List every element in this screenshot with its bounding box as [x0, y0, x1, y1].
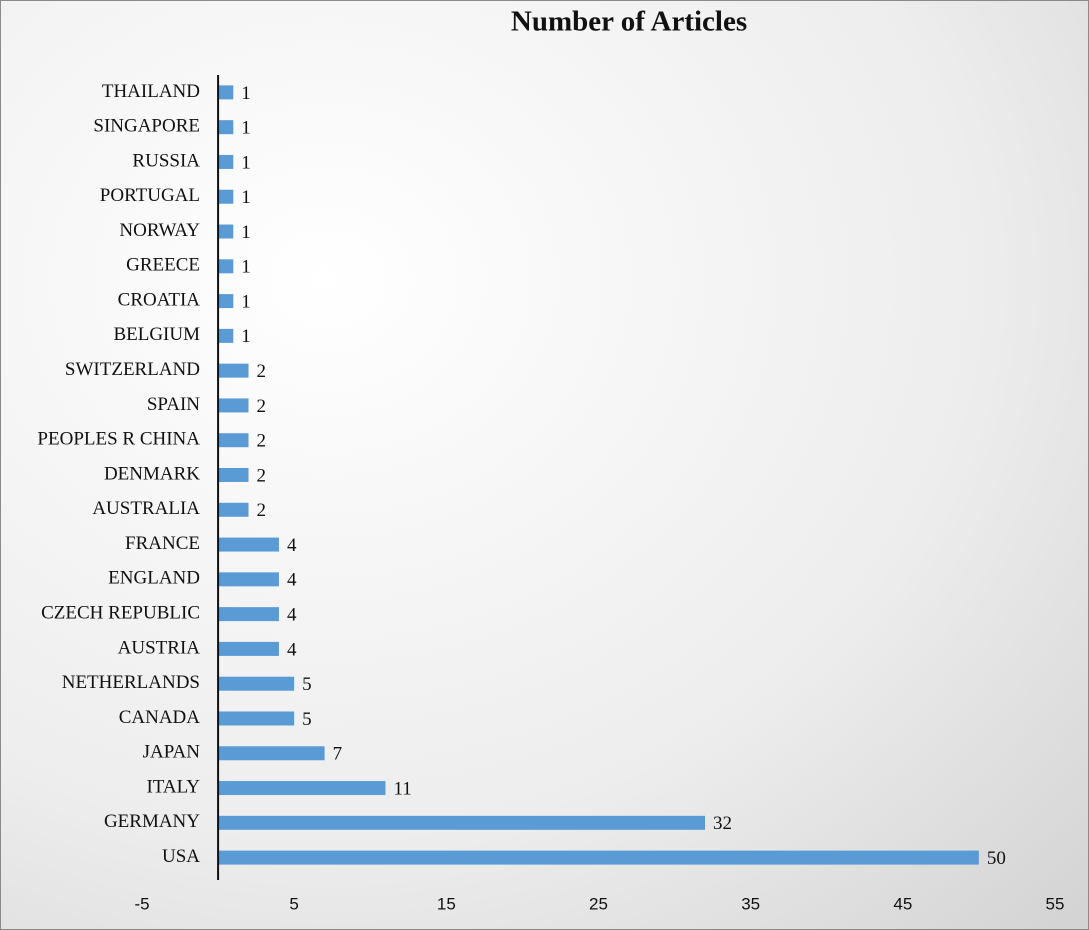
y-tick-label: BELGIUM — [113, 324, 200, 345]
y-tick-label: PEOPLES R CHINA — [37, 429, 200, 450]
value-label: 1 — [241, 83, 251, 104]
value-label: 5 — [302, 674, 312, 695]
bar — [218, 294, 234, 309]
bar — [218, 433, 249, 448]
x-tick-label: 45 — [893, 894, 912, 913]
bar — [218, 746, 325, 761]
bar — [218, 676, 295, 691]
y-tick-label: THAILAND — [102, 81, 200, 102]
bar — [218, 468, 249, 482]
bar — [218, 224, 234, 239]
bar — [218, 607, 279, 622]
value-label: 1 — [241, 291, 251, 312]
value-label: 1 — [241, 187, 251, 208]
bar — [218, 154, 234, 169]
value-label: 4 — [287, 604, 297, 625]
y-tick-label: CROATIA — [118, 289, 201, 310]
value-label: 2 — [257, 431, 267, 452]
y-tick-label: SINGAPORE — [93, 116, 200, 137]
bar — [218, 711, 295, 726]
y-tick-label: AUSTRIA — [118, 637, 201, 658]
bar — [218, 502, 249, 517]
bar — [218, 815, 706, 830]
x-tick-label: 25 — [589, 894, 608, 913]
value-label: 2 — [257, 396, 267, 417]
bar — [218, 259, 234, 274]
value-label: 2 — [257, 465, 267, 486]
y-tick-label: SWITZERLAND — [65, 359, 200, 380]
y-tick-label: PORTUGAL — [100, 185, 200, 206]
value-label: 4 — [287, 639, 297, 660]
bar — [218, 328, 234, 343]
y-tick-label: SPAIN — [147, 394, 200, 415]
x-tick-label: 5 — [289, 894, 298, 913]
bar — [218, 850, 979, 865]
y-tick-label: NETHERLANDS — [62, 672, 200, 693]
x-tick-label: 15 — [437, 894, 456, 913]
value-label: 1 — [241, 222, 251, 243]
bar — [218, 398, 249, 413]
x-tick-label: -5 — [134, 894, 149, 913]
bar — [218, 363, 249, 378]
y-tick-label: GREECE — [126, 255, 200, 276]
y-tick-label: GERMANY — [104, 811, 200, 832]
y-tick-label: CZECH REPUBLIC — [41, 602, 200, 623]
y-tick-label: USA — [162, 846, 200, 867]
bar — [218, 572, 279, 587]
value-label: 1 — [241, 118, 251, 139]
bar — [218, 781, 386, 796]
y-tick-label: AUSTRALIA — [92, 498, 200, 519]
value-label: 2 — [257, 500, 267, 521]
y-tick-label: ITALY — [146, 776, 200, 797]
value-label: 4 — [287, 570, 297, 591]
value-label: 1 — [241, 326, 251, 347]
y-tick-label: NORWAY — [119, 220, 200, 241]
value-label: 11 — [393, 778, 411, 799]
bar — [218, 537, 279, 552]
bar — [218, 189, 234, 204]
value-label: 50 — [987, 848, 1006, 869]
chart-title: Number of Articles — [511, 6, 747, 38]
value-label: 5 — [302, 709, 312, 730]
bar — [218, 641, 279, 656]
x-tick-label: 55 — [1046, 894, 1065, 913]
y-tick-label: DENMARK — [104, 463, 200, 484]
y-tick-label: CANADA — [119, 707, 201, 728]
x-tick-label: 35 — [741, 894, 760, 913]
y-tick-label: ENGLAND — [108, 568, 200, 589]
y-tick-label: JAPAN — [143, 742, 201, 763]
y-tick-label: FRANCE — [125, 533, 200, 554]
value-label: 4 — [287, 535, 297, 556]
bar — [218, 120, 234, 135]
value-label: 7 — [333, 744, 343, 765]
value-label: 1 — [241, 257, 251, 278]
value-label: 2 — [257, 361, 267, 382]
value-label: 32 — [713, 813, 732, 834]
value-label: 1 — [241, 152, 251, 173]
bar — [218, 85, 234, 100]
y-tick-label: RUSSIA — [132, 150, 200, 171]
